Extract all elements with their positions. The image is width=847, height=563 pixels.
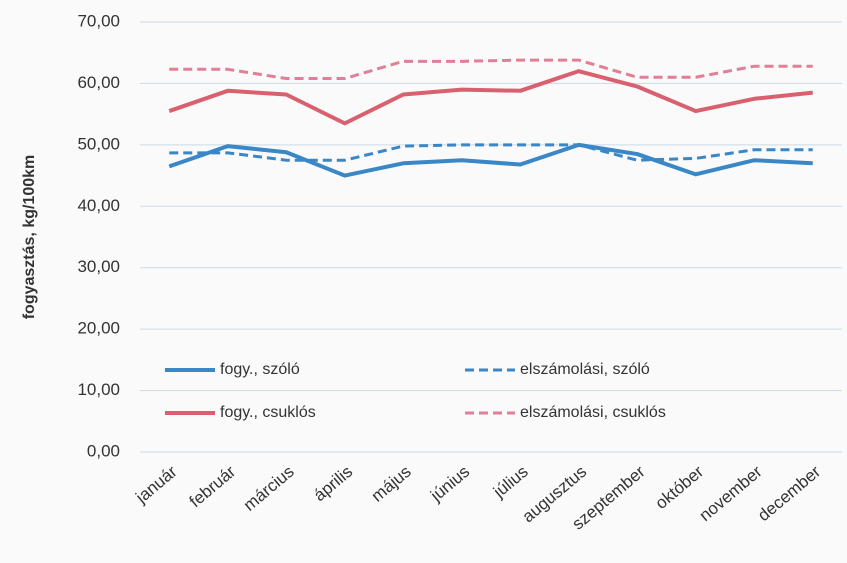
series-line [169,143,813,162]
y-tick-label: 0,00 [87,441,120,460]
series-line [168,142,813,178]
legend-label: fogy., szóló [220,361,300,378]
y-tick-label: 50,00 [77,134,120,153]
series-line [169,58,813,81]
legend-label: fogy., csuklós [220,404,316,421]
y-tick-label: 30,00 [77,257,120,276]
legend-label: elszámolási, szóló [520,361,650,378]
y-tick-label: 40,00 [77,196,120,215]
y-tick-label: 20,00 [77,319,120,338]
y-tick-label: 10,00 [77,380,120,399]
y-tick-label: 60,00 [77,73,120,92]
legend-label: elszámolási, csuklós [520,404,666,421]
y-axis-title: fogyasztás, kg/100km [21,155,38,320]
y-tick-label: 70,00 [77,11,120,30]
series-line [168,69,813,126]
